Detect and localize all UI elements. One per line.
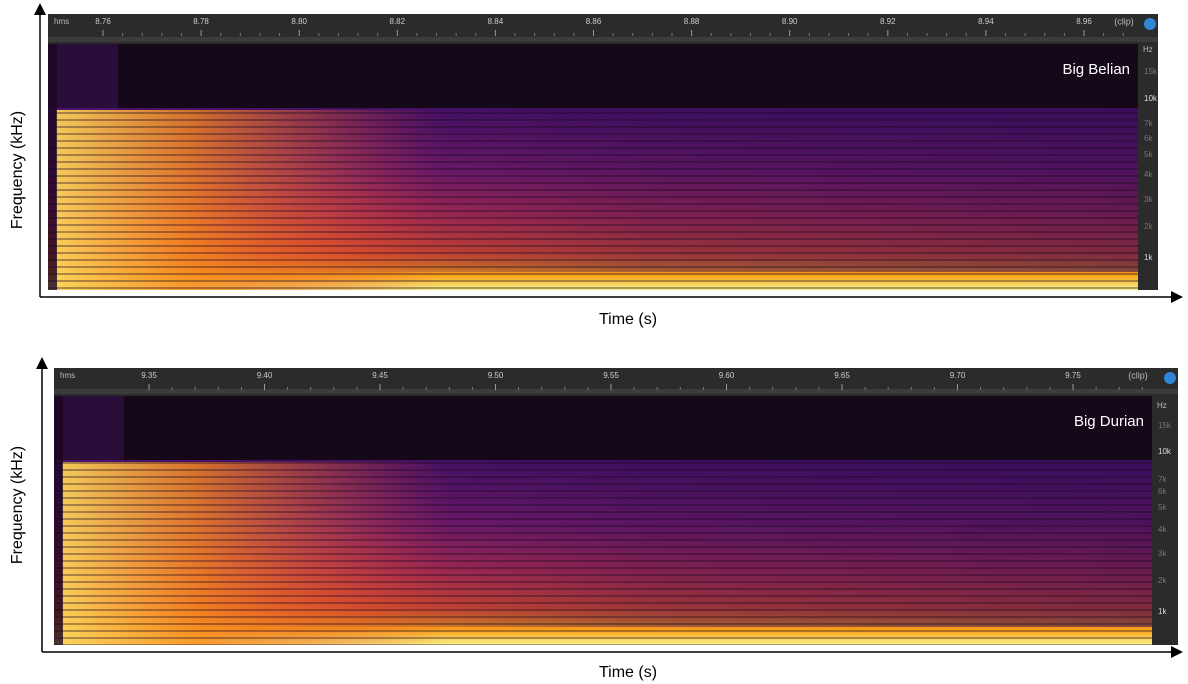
hz-unit: Hz xyxy=(1157,401,1167,410)
ruler-tick-label: 8.86 xyxy=(586,17,602,26)
ruler-tick-label: 9.45 xyxy=(372,371,388,380)
hz-tick-label: 3k xyxy=(1158,549,1167,558)
spectrogram-harmonics xyxy=(48,108,1138,290)
ruler-tick-label: 8.96 xyxy=(1076,17,1092,26)
ruler-tick-label: 8.80 xyxy=(291,17,307,26)
hz-tick-label: 10k xyxy=(1158,447,1172,456)
hz-tick-label: 6k xyxy=(1158,487,1167,496)
spectrogram-panel: hms (clip) 9.35 9.40 9.45 9.50 9.55 9.60 9.65 9.7… xyxy=(9,357,1183,681)
spectrogram-harmonics xyxy=(54,460,1152,645)
ruler-tick-label: 9.65 xyxy=(834,371,850,380)
ruler-tick-label: 8.84 xyxy=(488,17,504,26)
spectrogram-noise-floor xyxy=(54,396,1152,460)
hz-tick-label: 1k xyxy=(1144,253,1153,262)
ruler-tick-label: 9.35 xyxy=(141,371,157,380)
ruler-tick-label: 9.70 xyxy=(950,371,966,380)
spectrogram-onset-edge xyxy=(48,44,57,290)
hz-tick-label: 5k xyxy=(1158,503,1167,512)
hz-tick-label: 4k xyxy=(1144,170,1153,179)
panel-label: Big Belian xyxy=(1062,61,1130,78)
ruler-strip xyxy=(48,37,1158,42)
y-axis-label: Frequency (kHz) xyxy=(9,111,26,229)
hz-tick-label: 10k xyxy=(1144,94,1158,103)
hz-scale xyxy=(1138,44,1158,290)
hz-tick-label: 3k xyxy=(1144,195,1153,204)
x-axis-label: Time (s) xyxy=(599,664,657,681)
panel-label: Big Durian xyxy=(1074,413,1144,430)
ruler-tick-label: 8.94 xyxy=(978,17,994,26)
ruler-end: (clip) xyxy=(1114,16,1134,26)
y-axis-label: Frequency (kHz) xyxy=(9,446,26,564)
hz-tick-label: 7k xyxy=(1144,119,1153,128)
spectrogram-onset-glow xyxy=(48,44,118,108)
hz-tick-label: 2k xyxy=(1158,576,1167,585)
ruler-tick-label: 9.55 xyxy=(603,371,619,380)
hz-tick-label: 7k xyxy=(1158,475,1167,484)
spectrogram-noise-floor xyxy=(48,44,1138,108)
ruler-unit: hms xyxy=(60,371,75,380)
ruler-tick-label: 8.90 xyxy=(782,17,798,26)
ruler-end: (clip) xyxy=(1128,370,1148,380)
hz-tick-label: 4k xyxy=(1158,525,1167,534)
hz-scale xyxy=(1152,396,1178,645)
ruler-tick-label: 9.50 xyxy=(488,371,504,380)
hz-tick-label: 15k xyxy=(1144,67,1158,76)
ruler-tick-label: 8.88 xyxy=(684,17,700,26)
hz-tick-label: 1k xyxy=(1158,607,1167,616)
hz-tick-label: 2k xyxy=(1144,222,1153,231)
ruler-tick-label: 8.82 xyxy=(390,17,406,26)
ruler-tick-label: 9.75 xyxy=(1065,371,1081,380)
spectrogram-onset-edge xyxy=(54,396,63,645)
ruler-unit: hms xyxy=(54,17,69,26)
ruler-tick-label: 8.92 xyxy=(880,17,896,26)
hz-tick-label: 6k xyxy=(1144,134,1153,143)
ruler-button xyxy=(1164,372,1176,384)
hz-unit: Hz xyxy=(1143,45,1153,54)
spectrogram-onset-glow xyxy=(54,396,124,460)
hz-tick-label: 5k xyxy=(1144,150,1153,159)
hz-tick-label: 15k xyxy=(1158,421,1172,430)
x-axis-label: Time (s) xyxy=(599,311,657,328)
ruler-tick-label: 9.40 xyxy=(257,371,273,380)
spectrogram-panel: hms (clip) 8.76 8.78 8.80 8.82 8.84 8.86 8.88 8.9… xyxy=(9,3,1183,328)
ruler-tick-label: 9.60 xyxy=(719,371,735,380)
ruler-tick-label: 8.78 xyxy=(193,17,209,26)
ruler-button xyxy=(1144,18,1156,30)
ruler-strip xyxy=(54,389,1178,394)
ruler-tick-label: 8.76 xyxy=(95,17,111,26)
